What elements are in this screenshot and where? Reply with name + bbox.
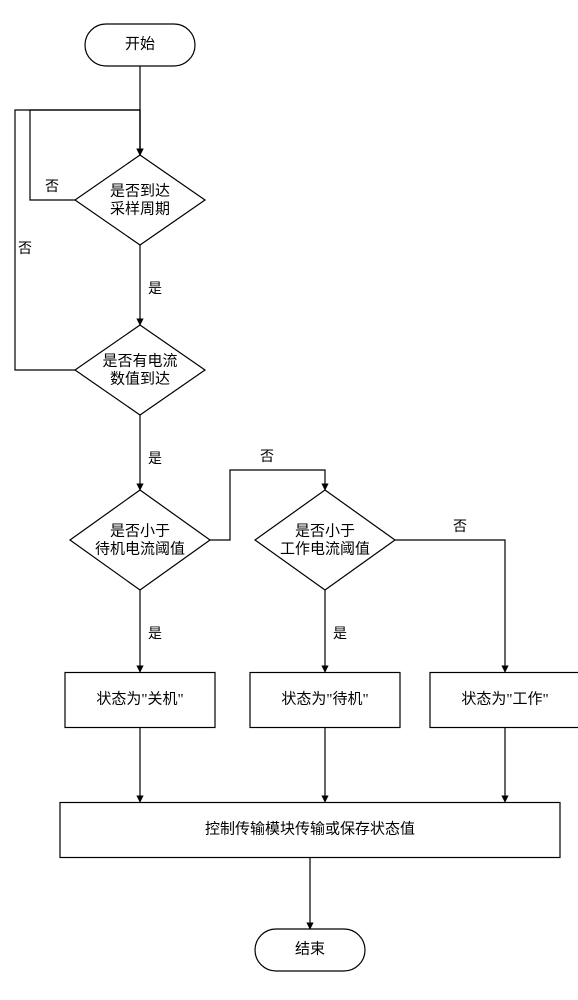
decision-node: 是否小于工作电流阈值 [255, 490, 395, 590]
process-node: 状态为"待机" [250, 673, 400, 728]
terminator-node: 开始 [85, 24, 195, 66]
edge [395, 540, 505, 672]
decision-node: 是否到达采样周期 [75, 155, 205, 245]
node-label: 状态为"关机" [96, 690, 183, 707]
flowchart: 是是否否是否是否开始是否到达采样周期是否有电流数值到达是否小于待机电流阈值是否小… [0, 0, 578, 1000]
decision-node: 是否小于待机电流阈值 [70, 490, 210, 590]
node-label: 结束 [295, 940, 325, 957]
process-node: 状态为"工作" [430, 673, 578, 728]
process-node: 状态为"关机" [65, 673, 215, 728]
edge-label: 否 [45, 180, 59, 195]
edge-label: 否 [18, 242, 32, 257]
node-label: 状态为"待机" [281, 690, 368, 707]
decision-node: 是否有电流数值到达 [75, 325, 205, 415]
edge-label: 是 [148, 282, 162, 297]
edge-label: 是 [148, 452, 162, 467]
edge-label: 是 [148, 627, 162, 642]
edge-label: 是 [333, 627, 347, 642]
node-label: 开始 [125, 35, 155, 52]
node-label: 状态为"工作" [461, 690, 548, 707]
terminator-node: 结束 [255, 929, 365, 971]
edge-label: 否 [260, 450, 274, 465]
edge [15, 110, 140, 370]
process-node: 控制传输模块传输或保存状态值 [60, 803, 560, 858]
edge-label: 否 [453, 520, 467, 535]
node-label: 控制传输模块传输或保存状态值 [205, 820, 415, 837]
